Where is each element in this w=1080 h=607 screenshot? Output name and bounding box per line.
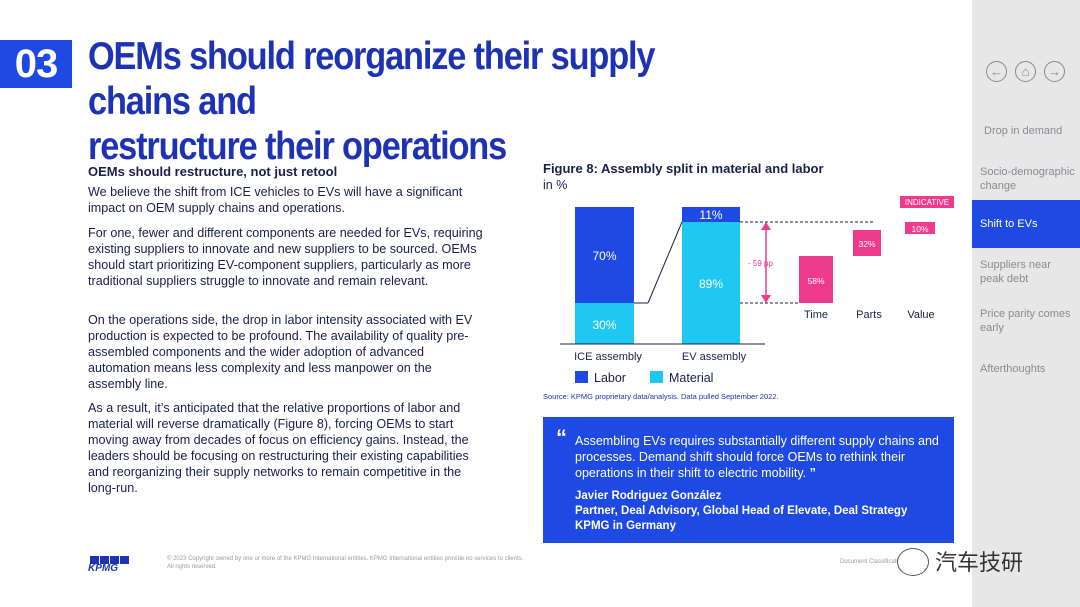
legend-labor-label: Labor [594,371,626,385]
category-ev-assembly: EV assembly [682,351,747,363]
quote-org: KPMG in Germany [575,520,676,532]
label-ev-material: 89% [699,277,723,291]
category-value: Value [907,309,934,321]
quote-box: “ Assembling EVs requires substantially … [543,417,954,543]
bar-ev-labor [682,207,740,222]
quote-role: Partner, Deal Advisory, Global Head of E… [575,505,908,517]
category-time: Time [804,309,828,321]
sidebar-item-suppliers-debt[interactable]: Suppliers near peak debt [980,259,1051,285]
sidebar: ← ⌂ → Drop in demand Socio-demographic c… [972,0,1080,607]
legend-material-swatch [650,371,663,383]
page-title-line-1: OEMs should reorganize their supply chai… [88,35,656,123]
bar-ice-labor [575,207,634,303]
sidebar-item-socio-demographic[interactable]: Socio-demographic change [980,166,1075,192]
label-value-value: 10% [911,224,928,234]
connector-diagonal [647,221,683,304]
quote-text-body: Assembling EVs requires substantially di… [575,434,939,480]
wechat-icon [897,548,929,576]
sidebar-item-shift-to-evs[interactable]: Shift to EVs [972,200,1080,248]
quote-author: Javier Rodriguez González [575,490,722,502]
copyright-line-2: All rights reserved. [167,564,217,570]
back-arrow-icon[interactable]: ← [986,61,1007,82]
bar-value [905,222,935,234]
legend-labor-swatch [575,371,588,383]
bar-parts [853,230,881,256]
category-ice-assembly: ICE assembly [574,351,642,363]
bar-ice-material [575,303,634,344]
quote-open-icon: “ [556,425,567,450]
label-ice-labor: 70% [592,249,616,263]
paragraph-3: On the operations side, the drop in labo… [88,313,473,391]
section-subheading: OEMs should restructure, not just retool [88,164,338,179]
document-classification: Document Classification [840,559,905,565]
indicative-badge [900,196,954,208]
figure-source: Source: KPMG proprietary data/analysis. … [543,392,779,401]
legend-material-label: Material [669,371,713,385]
paragraph-1: We believe the shift from ICE vehicles t… [88,185,463,215]
watermark-text: 汽车技研 [935,551,1024,576]
bar-time [799,256,833,303]
indicative-label: INDICATIVE [905,198,949,207]
kpmg-logo: KPMG [88,556,133,574]
paragraph-4: As a result, it’s anticipated that the r… [88,401,469,495]
quote-close-icon: ” [806,466,816,480]
figure-unit: in % [543,178,568,192]
sidebar-item-active-label: Shift to EVs [980,218,1038,230]
figure-title: Figure 8: Assembly split in material and… [543,161,824,176]
sidebar-item-afterthoughts[interactable]: Afterthoughts [980,363,1046,375]
quote-text: Assembling EVs requires substantially di… [575,433,945,481]
sidebar-item-drop-in-demand[interactable]: Drop in demand [984,125,1063,137]
kpmg-logo-text: KPMG [88,563,118,574]
label-ice-material: 30% [592,318,616,332]
label-time-value: 58% [807,276,824,286]
page-title: OEMs should reorganize their supply chai… [88,34,757,169]
paragraph-2: For one, fewer and different components … [88,226,483,288]
forward-arrow-icon[interactable]: → [1044,61,1065,82]
bar-ev-material [682,222,740,344]
difference-label: - 59 pp [748,259,773,268]
label-parts-value: 32% [858,239,875,249]
home-icon[interactable]: ⌂ [1015,61,1036,82]
sidebar-item-price-parity[interactable]: Price parity comes early [980,308,1071,334]
page-title-line-2: restructure their operations [88,125,507,168]
copyright-line-1: © 2023 Copyright owned by one or more of… [167,556,524,562]
section-number: 03 [0,40,72,88]
category-parts: Parts [856,309,882,321]
label-ev-labor: 11% [699,208,722,222]
assembly-split-chart: 70% 30% 11% 89% - 59 pp 58% 32% 10% INDI… [560,196,954,385]
